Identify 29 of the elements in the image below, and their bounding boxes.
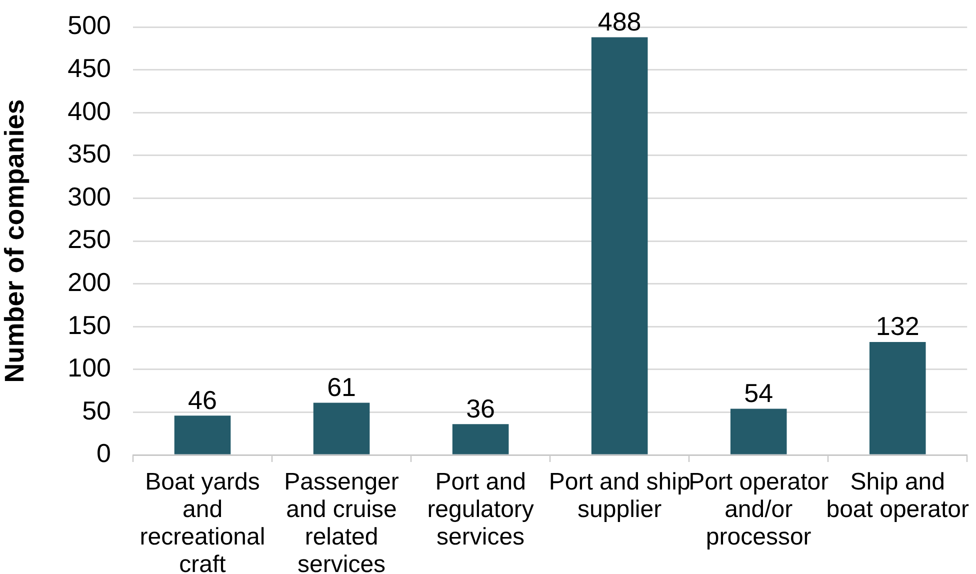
data-label: 36	[466, 393, 496, 424]
bar	[730, 408, 787, 454]
bar	[591, 37, 648, 454]
bar	[174, 416, 231, 454]
y-tick-label: 250	[68, 224, 111, 254]
x-tick-label: Port and regulatory services	[427, 468, 534, 551]
y-tick-label: 450	[68, 52, 111, 83]
data-label: 488	[598, 6, 642, 36]
y-tick-label: 50	[82, 395, 111, 426]
y-tick-label: 300	[68, 181, 111, 212]
y-tick-label: 0	[96, 438, 111, 468]
y-tick-label: 100	[68, 352, 111, 383]
data-label: 132	[876, 311, 920, 342]
x-tick-label: Passenger and cruise related services	[284, 468, 399, 574]
y-axis-title: Number of companies	[0, 99, 30, 383]
bar	[313, 402, 370, 454]
y-tick-label: 350	[68, 138, 111, 169]
y-tick-label: 150	[68, 310, 111, 340]
y-tick-label: 500	[68, 10, 111, 40]
data-label: 46	[188, 384, 217, 415]
data-label: 61	[327, 372, 356, 402]
bar	[452, 424, 509, 454]
x-tick-label: Port and ship supplier	[548, 468, 690, 524]
x-tick-label: Port operator and/or processor	[688, 468, 829, 551]
bar	[869, 342, 926, 454]
y-tick-label: 200	[68, 266, 111, 297]
x-tick-label: Boat yards and recreational craft	[140, 468, 266, 574]
data-label: 54	[744, 378, 774, 408]
y-tick-label: 400	[68, 96, 111, 126]
